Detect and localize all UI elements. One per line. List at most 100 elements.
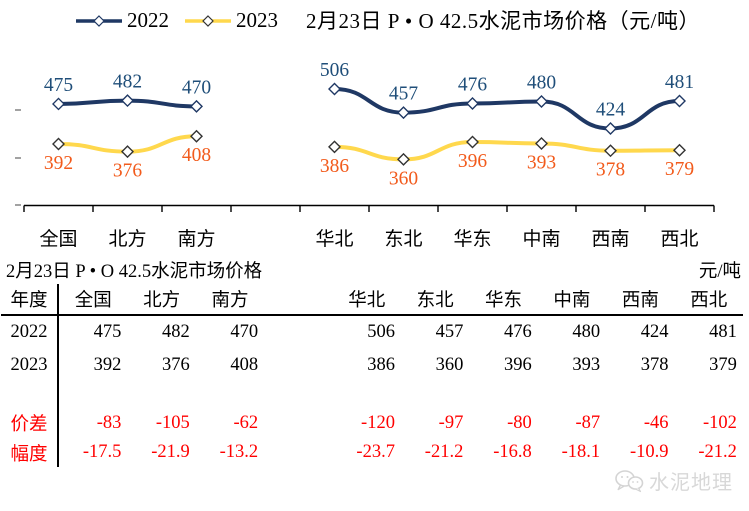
table-col-header: 中南 (537, 284, 607, 316)
table-cell: -120 (361, 412, 395, 433)
table-cell: 476 (503, 322, 532, 342)
marker-2022 (673, 94, 686, 108)
marker-2022 (52, 97, 65, 111)
table-cell: 393 (572, 355, 601, 375)
table-cell: -10.9 (629, 442, 669, 462)
table-cell: -16.8 (493, 442, 532, 462)
table-spacer-cell (333, 382, 401, 408)
watermark: 水泥地理 (614, 466, 733, 495)
table-cell: -21.9 (151, 442, 190, 462)
table-row-header: 年度 (1, 284, 59, 316)
table-cell: -23.7 (356, 442, 395, 462)
x-axis-label: 中南 (522, 228, 560, 250)
table-cell: 360 (435, 355, 464, 375)
table-cell: -46 (643, 412, 669, 433)
data-label-2022: 506 (320, 60, 350, 81)
table-spacer-cell (675, 382, 743, 408)
table-cell: 506 (367, 322, 395, 342)
legend-label: 2022 (127, 8, 169, 32)
data-label-2022: 482 (113, 72, 142, 93)
data-label-2022: 480 (527, 73, 556, 94)
table-cell: 378 (640, 355, 669, 375)
marker-2023 (604, 144, 617, 158)
table-spacer-cell (538, 382, 606, 408)
data-label-2023: 408 (182, 145, 211, 166)
table-row-label: 幅度 (1, 438, 59, 467)
marker-2022 (121, 94, 134, 108)
table-cell: 457 (435, 322, 464, 342)
table-cell: 481 (709, 322, 737, 342)
table-cell: 386 (367, 355, 395, 375)
table-spacer-cell (59, 382, 127, 408)
data-label-2023: 379 (665, 159, 694, 180)
wechat-icon (615, 469, 644, 492)
table-cell: 470 (230, 322, 259, 342)
marker-2023 (673, 143, 686, 157)
table-cell: 475 (93, 322, 122, 342)
table-cell: -97 (438, 412, 464, 433)
marker-2023 (397, 152, 410, 166)
table-col-header: 西南 (606, 284, 675, 316)
table-row-label: 价差 (1, 408, 59, 438)
x-axis-label: 东北 (384, 228, 422, 250)
table-col-header: 西北 (674, 284, 743, 316)
x-axis-label: 西南 (591, 228, 629, 250)
marker-2023 (52, 137, 65, 151)
table-col-header: 华东 (469, 284, 538, 316)
table-cell: 376 (162, 355, 190, 375)
watermark-text: 水泥地理 (649, 472, 733, 494)
table-title: 2月23日 P • O 42.5水泥市场价格 (6, 262, 263, 282)
chart-title: 2月23日 P • O 42.5水泥市场价格（元/吨） (306, 9, 701, 33)
table-cell: -80 (507, 412, 532, 433)
table-cell: -17.5 (82, 442, 122, 462)
legend-label: 2023 (236, 8, 278, 32)
series-line-2023 (332, 140, 682, 162)
table-col-header: 华北 (332, 284, 401, 316)
data-label-2022: 424 (596, 100, 626, 121)
table-cell: -18.1 (561, 442, 601, 462)
x-axis-label: 华东 (453, 228, 491, 250)
table-col-header: 北方 (127, 284, 196, 316)
table-cell: 379 (709, 355, 737, 375)
marker-2022 (190, 99, 203, 113)
table-gap-cell (264, 284, 333, 316)
marker-2022 (466, 96, 479, 110)
table-spacer-cell (196, 382, 264, 408)
series-line-2022 (332, 87, 682, 131)
legend-line-swatch (76, 14, 122, 27)
table-gap-cell (264, 349, 332, 382)
table-cell: -21.2 (698, 442, 737, 462)
marker-2023 (190, 129, 203, 143)
table-spacer-cell (401, 382, 469, 408)
marker-2022 (604, 122, 617, 136)
marker-2023 (121, 145, 134, 159)
table-cell: -87 (575, 412, 601, 433)
table-title-row: 2月23日 P • O 42.5水泥市场价格 元/吨 (0, 252, 749, 284)
data-label-2023: 392 (44, 153, 73, 174)
table-cell: 408 (230, 355, 259, 375)
table-gap-cell (264, 316, 332, 349)
price-table-section: 2月23日 P • O 42.5水泥市场价格 元/吨 年度 全国 北方 南方 华北 东北华… (0, 252, 749, 467)
table-cell: -21.2 (424, 442, 464, 462)
table-cell: -83 (96, 412, 122, 433)
data-label-2023: 378 (596, 160, 625, 181)
chart-legend: 2022 2023 (76, 8, 278, 33)
table-cell: 482 (162, 322, 190, 342)
marker-2023 (328, 140, 341, 154)
x-axis-label: 华北 (315, 228, 353, 250)
table-gap-cell (264, 408, 332, 438)
data-label-2023: 396 (458, 151, 488, 172)
marker-2022 (328, 82, 341, 96)
data-label-2022: 457 (389, 84, 419, 105)
data-label-2023: 360 (389, 168, 418, 189)
table-cell: 392 (93, 355, 122, 375)
table-cell: -62 (233, 412, 259, 433)
table-gap-cell (264, 438, 332, 467)
legend-item-2023: 2023 (185, 8, 278, 33)
marker-2023 (535, 136, 548, 150)
table-spacer-cell (264, 382, 332, 408)
data-label-2022: 470 (182, 77, 211, 98)
table-spacer-cell (127, 382, 195, 408)
table-col-header: 全国 (59, 284, 128, 316)
